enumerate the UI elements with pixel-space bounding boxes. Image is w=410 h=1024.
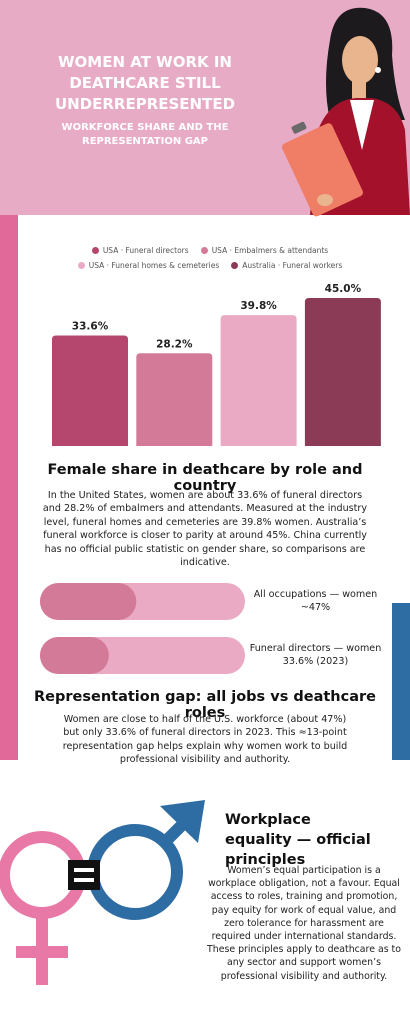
side-strip (392, 603, 410, 760)
equality-title: Workplace equality — official principles (225, 812, 371, 868)
legend-label: USA · Funeral directors (102, 246, 189, 255)
bar (136, 353, 213, 446)
equality-description: Women’s equal participation is a workpla… (207, 865, 401, 982)
value-label: 45.0% (325, 283, 362, 295)
legend-swatch (200, 247, 208, 254)
bar-label: Funeral directors — women 33.6% (2023) (249, 643, 382, 667)
legend-item: USA · Funeral directors (91, 246, 189, 255)
value-label: 39.8% (240, 300, 277, 312)
legend-swatch (231, 262, 239, 269)
chart-title: Female share in deathcare by role and co… (47, 462, 363, 494)
bar (304, 298, 381, 446)
title: WOMEN AT WORK IN DEATHCARE STILL UNDERRE… (54, 53, 236, 113)
value-label: 28.2% (156, 338, 193, 350)
value-label: 33.6% (72, 320, 109, 332)
gap-description: Women are close to half of the U.S. work… (62, 714, 348, 766)
illustration (281, 7, 410, 217)
legend-swatch (77, 262, 85, 269)
legend-label: USA · Funeral homes & cemeteries (88, 261, 220, 270)
bar (52, 335, 128, 446)
legend-item: USA · Embalmers & attendants (200, 246, 329, 255)
legend-swatch (91, 247, 99, 254)
bar (220, 315, 297, 446)
legend-item: USA · Funeral homes & cemeteries (77, 261, 220, 270)
gender-symbols (0, 800, 205, 985)
progress-bar (40, 637, 109, 674)
chart-description: In the United States, women are about 33… (42, 490, 368, 569)
gap-title: Representation gap: all jobs vs deathcar… (33, 689, 376, 721)
legend-label: Australia · Funeral workers (242, 261, 343, 270)
progress-bar (40, 583, 137, 620)
bar-label: All occupations — women ~47% (253, 589, 378, 613)
side-strip (0, 215, 18, 760)
legend-label: USA · Embalmers & attendants (211, 246, 329, 255)
legend-item: Australia · Funeral workers (231, 261, 342, 270)
legend: USA · Funeral directors USA · Embalmers &… (60, 246, 360, 270)
subtitle: WORKFORCE SHARE AND THE REPRESENTATION G… (61, 122, 229, 147)
